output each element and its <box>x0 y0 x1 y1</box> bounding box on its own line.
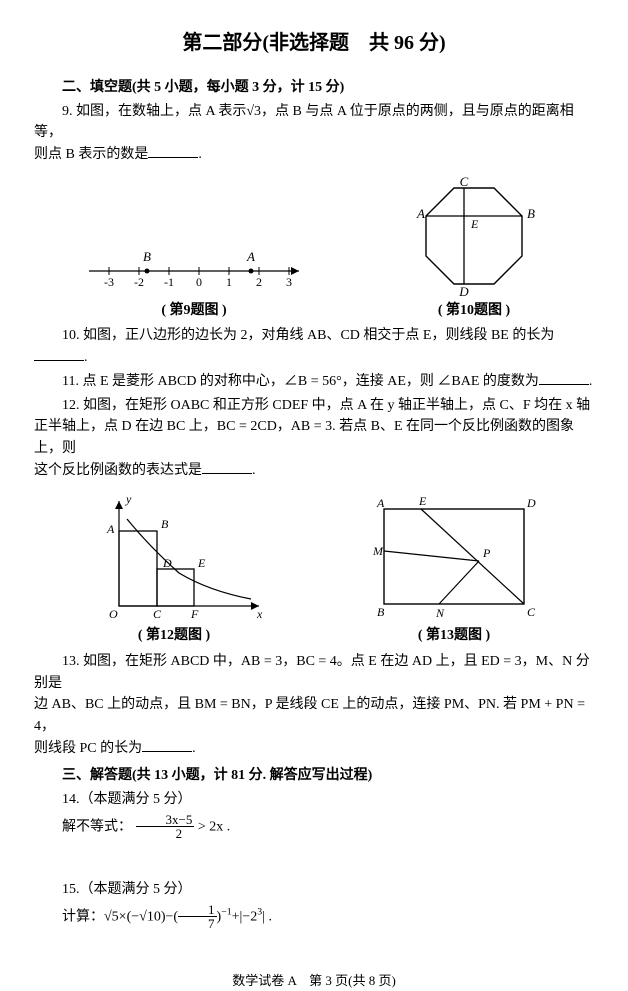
q14-head: 14.（本题满分 5 分） <box>34 789 594 811</box>
q14-frac-d: 2 <box>136 827 195 841</box>
q13b: 边 AB、BC 上的动点，且 BM = BN，P 是线段 CE 上的动点，连接 … <box>34 694 594 737</box>
q10-blank <box>34 347 84 361</box>
q13a: 13. 如图，在矩形 ABCD 中，AB = 3，BC = 4。点 E 在边 A… <box>34 651 594 694</box>
q15-exp: −1 <box>221 906 231 917</box>
f12-y: y <box>125 492 132 506</box>
fig12-svg: y x O A B C D E F <box>79 491 269 621</box>
q15-d: | . <box>262 909 272 924</box>
q12-blank <box>202 460 252 474</box>
f12-O: O <box>109 607 118 621</box>
fig-row-9-10: -3 -2 -1 0 1 2 3 B A ( 第9题图 ) <box>34 176 594 322</box>
q9-line2: 则点 B 表示的数是. <box>34 144 594 166</box>
fig12-caption: ( 第12题图 ) <box>79 625 269 647</box>
q15-body: 计算：√5×(−√10)−(17)−1+|−23| . <box>34 903 594 931</box>
f13-E: E <box>418 494 427 508</box>
f12-x: x <box>256 607 263 621</box>
tick--2: -2 <box>134 275 144 289</box>
fig9-box: -3 -2 -1 0 1 2 3 B A ( 第9题图 ) <box>79 236 309 322</box>
fig-row-12-13: y x O A B C D E F ( 第12题图 ) A E D M <box>34 491 594 647</box>
fig9-caption: ( 第9题图 ) <box>79 300 309 322</box>
q15-a: 计算：√5×(−√10)−( <box>62 909 178 924</box>
section2-head: 二、填空题(共 5 小题，每小题 3 分，计 15 分) <box>34 77 594 99</box>
f13-N: N <box>435 606 445 620</box>
f13-P: P <box>482 546 491 560</box>
tick-3: 3 <box>286 275 292 289</box>
f13-M: M <box>372 544 384 558</box>
q14-frac: 3x−52 <box>136 813 195 841</box>
f12-E: E <box>197 556 206 570</box>
tick--3: -3 <box>104 275 114 289</box>
q10-text: 10. 如图，正八边形的边长为 2，对角线 AB、CD 相交于点 E，则线段 B… <box>62 328 554 343</box>
q12a: 12. 如图，在矩形 OABC 和正方形 CDEF 中，点 A 在 y 轴正半轴… <box>34 395 594 417</box>
q12b: 正半轴上，点 D 在边 BC 上，BC = 2CD，AB = 3. 若点 B、E… <box>34 416 594 459</box>
tick-1: 1 <box>226 275 232 289</box>
page-title: 第二部分(非选择题 共 96 分) <box>34 28 594 59</box>
tick-0: 0 <box>196 275 202 289</box>
f13-A: A <box>376 496 385 510</box>
q10: 10. 如图，正八边形的边长为 2，对角线 AB、CD 相交于点 E，则线段 B… <box>34 325 594 368</box>
f12-D: D <box>162 556 172 570</box>
q14-tail: > 2x . <box>198 819 230 834</box>
fig10-C: C <box>460 176 469 189</box>
q9-line1: 9. 如图，在数轴上，点 A 表示√3，点 B 与点 A 位于原点的两侧，且与原… <box>34 101 594 144</box>
fig10-box: C A B E D ( 第10题图 ) <box>399 176 549 322</box>
q15-c: +|−2 <box>232 909 258 924</box>
q12c-text: 这个反比例函数的表达式是 <box>34 463 202 478</box>
fig13-svg: A E D M P B N C <box>359 491 549 621</box>
f12-C: C <box>153 607 162 621</box>
fig10-B: B <box>527 206 535 221</box>
q14-body: 解不等式： 3x−52 > 2x . <box>34 813 594 841</box>
q9-blank <box>148 144 198 158</box>
fig12-box: y x O A B C D E F ( 第12题图 ) <box>79 491 269 647</box>
tick--1: -1 <box>164 275 174 289</box>
section3-head: 三、解答题(共 13 小题，计 81 分. 解答应写出过程) <box>34 765 594 787</box>
fig13-box: A E D M P B N C ( 第13题图 ) <box>359 491 549 647</box>
fig10-D: D <box>458 284 469 296</box>
tick-2: 2 <box>256 275 262 289</box>
f13-B: B <box>377 605 385 619</box>
f12-A: A <box>106 522 115 536</box>
fig9-A: A <box>246 249 255 264</box>
q11: 11. 点 E 是菱形 ABCD 的对称中心，∠B = 56°，连接 AE，则 … <box>34 371 594 393</box>
fig10-caption: ( 第10题图 ) <box>399 300 549 322</box>
q15-frac: 17 <box>178 903 217 931</box>
q15-frac-d: 7 <box>178 917 217 931</box>
q13c-text: 则线段 PC 的长为 <box>34 741 142 756</box>
q15-frac-n: 1 <box>178 903 217 918</box>
fig9-B: B <box>143 249 151 264</box>
q11-blank <box>539 371 589 385</box>
f12-B: B <box>161 517 169 531</box>
page-footer: 数学试卷 A 第 3 页(共 8 页) <box>34 971 594 991</box>
q14-frac-n: 3x−5 <box>136 813 195 828</box>
fig10-E: E <box>470 217 479 231</box>
fig13-caption: ( 第13题图 ) <box>359 625 549 647</box>
f12-F: F <box>190 607 199 621</box>
q14-text: 解不等式： <box>62 819 132 834</box>
q13-blank <box>142 738 192 752</box>
fig10-A: A <box>416 206 425 221</box>
q11-text: 11. 点 E 是菱形 ABCD 的对称中心，∠B = 56°，连接 AE，则 … <box>62 374 539 389</box>
f13-D: D <box>526 496 536 510</box>
f13-C: C <box>527 605 536 619</box>
q9b-text: 则点 B 表示的数是 <box>34 147 148 162</box>
fig10-svg: C A B E D <box>399 176 549 296</box>
q13c: 则线段 PC 的长为. <box>34 738 594 760</box>
fig9-svg: -3 -2 -1 0 1 2 3 B A <box>79 236 309 296</box>
q12c: 这个反比例函数的表达式是. <box>34 460 594 482</box>
q15-head: 15.（本题满分 5 分） <box>34 879 594 901</box>
